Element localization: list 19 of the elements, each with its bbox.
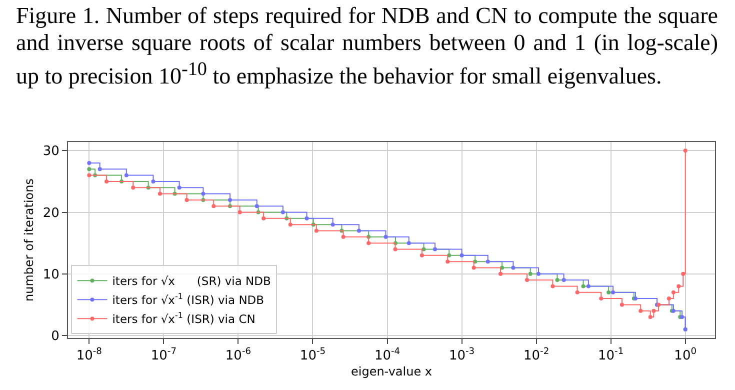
x-tick-label: 10$^{-7}$ [150,347,177,364]
x-tick-label: 10$^{-3}$ [448,347,475,364]
x-tick-label: 10$^{-5}$ [300,347,326,364]
y-tick-label: 0 [51,329,60,344]
x-tick-label: 10$^{0}$ [674,347,697,364]
x-tick-label: 10$^{-4}$ [374,347,400,364]
x-tick-label: 10$^{-1}$ [598,347,624,364]
y-tick-label: 20 [42,206,60,221]
legend-label: iters for √x$^{-1}$ (ISR) via NDB [112,292,264,308]
x-axis-title: eigen-value x [350,364,432,378]
y-tick-label: 10 [42,267,60,282]
y-axis-title: number of iterations [22,178,36,302]
x-tick-label: 10$^{-8}$ [76,347,102,364]
legend-label: iters for √x (SR) via NDB [112,274,272,288]
y-tick-label: 30 [42,144,60,160]
x-tick-label: 10$^{-6}$ [225,347,252,364]
chart-title: Figure 1. Number of steps required for NDB and CN to compute the square and inverse square roots of scalar numbers between 0 and 1 (in log-scale) up to precision 10$^{-10}$ to emphasize the behavior for small eigenvalues. [16,2,718,90]
x-tick-label: 10$^{-2}$ [523,347,550,364]
legend-label: iters for √x$^{-1}$ (ISR) via CN [112,311,256,326]
